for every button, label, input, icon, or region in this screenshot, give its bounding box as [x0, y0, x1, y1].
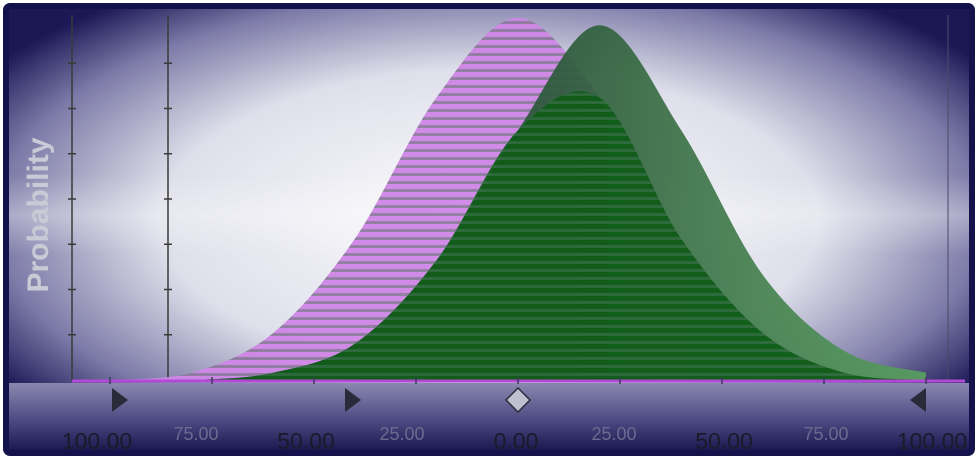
- x-minor-tick-label: 25.00: [591, 424, 636, 444]
- x-minor-tick-label: 25.00: [379, 424, 424, 444]
- curves-group: [110, 18, 926, 381]
- overlap-area: [110, 91, 926, 381]
- y-axis-label: Probability: [22, 137, 55, 292]
- x-axis-ticks: [109, 377, 927, 384]
- range-start-marker[interactable]: [112, 388, 128, 412]
- x-tick-label: 0.00: [494, 428, 539, 454]
- lower-bound-marker[interactable]: [345, 388, 361, 412]
- axis-strip: [6, 383, 972, 453]
- x-axis-labels: 100.00 75.00 50.00 25.00 0.00 25.00 50.0…: [62, 424, 967, 454]
- y-axis-ticks: [68, 62, 172, 336]
- x-tick-label: 50.00: [277, 428, 335, 454]
- x-minor-tick-label: 75.00: [803, 424, 848, 444]
- x-tick-label: 100.00: [897, 428, 967, 454]
- x-minor-tick-label: 75.00: [173, 424, 218, 444]
- x-tick-label: 50.00: [695, 428, 753, 454]
- chart-border: [3, 3, 975, 456]
- mean-marker[interactable]: [504, 386, 532, 414]
- x-tick-label: 100.00: [62, 428, 132, 454]
- range-end-marker[interactable]: [910, 388, 926, 412]
